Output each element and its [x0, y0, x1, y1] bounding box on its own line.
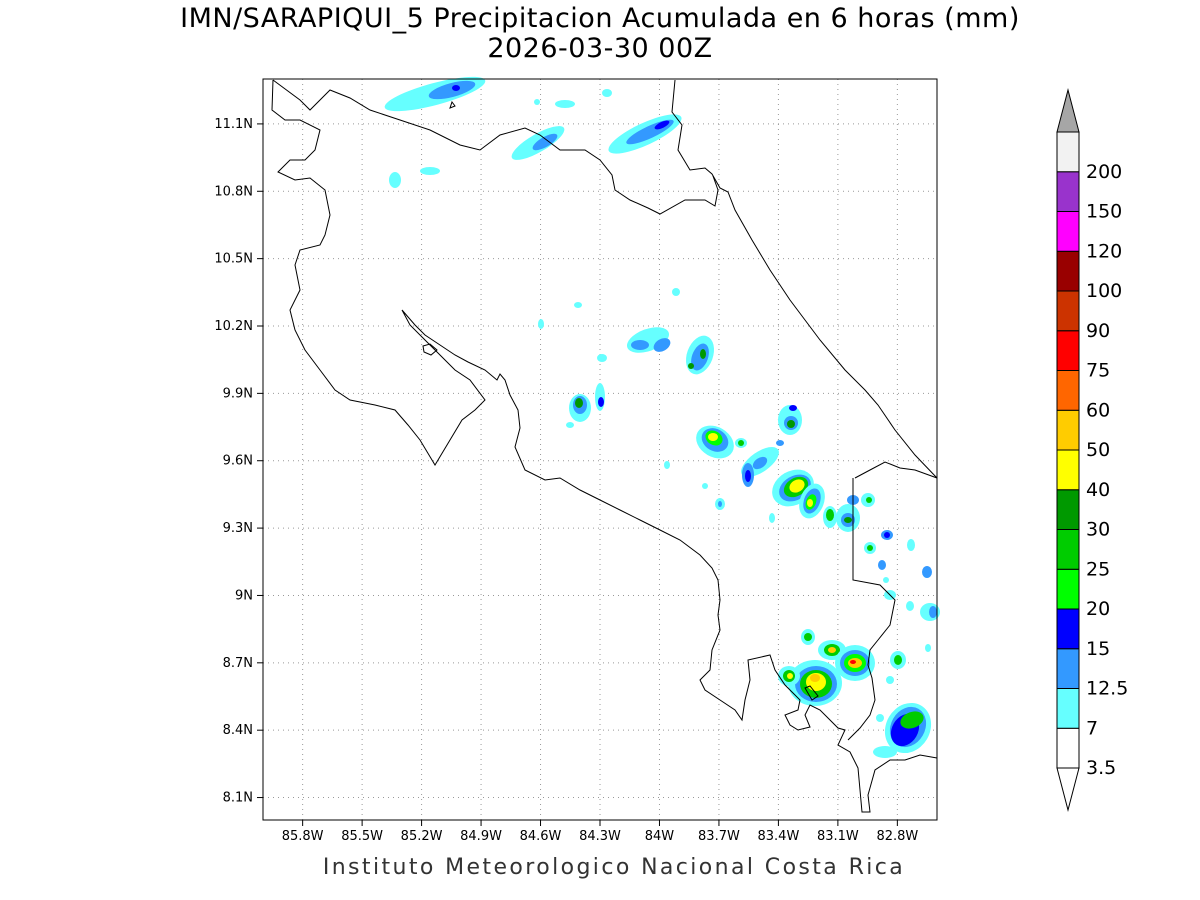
- island-small: [449, 100, 456, 109]
- precip-cell: [884, 590, 940, 621]
- colorbar-swatch: [1056, 131, 1080, 173]
- colorbar-label: 150: [1086, 201, 1122, 223]
- colorbar-swatch: [1056, 449, 1080, 491]
- lat-tick-label: 8.4N: [223, 723, 253, 738]
- lat-tick-label: 9.6N: [223, 454, 253, 469]
- colorbar-label: 3.5: [1086, 757, 1116, 779]
- precip-cell: [823, 493, 875, 532]
- lat-tick-label: 9N: [235, 588, 253, 603]
- lat-tick-label: 9.9N: [223, 386, 253, 401]
- colorbar-label: 100: [1086, 280, 1122, 302]
- precip-cell: [389, 89, 612, 188]
- lat-tick-label: 10.5N: [214, 252, 253, 267]
- lon-tick-label: 83.1W: [817, 829, 859, 844]
- lat-tick-label: 8.1N: [223, 791, 253, 806]
- map-grid: [263, 79, 937, 820]
- colorbar-label: 15: [1086, 638, 1110, 660]
- lon-tick-label: 84W: [645, 829, 675, 844]
- colorbar-label: 60: [1086, 399, 1110, 421]
- precip-cell: [890, 644, 931, 669]
- precip-cell: [873, 702, 932, 758]
- colorbar-swatch: [1056, 250, 1080, 292]
- colorbar-label: 30: [1086, 519, 1110, 541]
- coastline-panama-caribbean: [854, 461, 938, 479]
- precip-cell: [384, 76, 486, 112]
- colorbar-label: 120: [1086, 240, 1122, 262]
- colorbar-swatch: [1056, 727, 1080, 769]
- island-bay: [804, 685, 819, 701]
- precip-cell: [696, 425, 734, 459]
- colorbar-label: 7: [1086, 717, 1098, 739]
- precip-cell: [788, 660, 842, 706]
- colorbar-swatch: [1056, 330, 1080, 371]
- lat-tick-label: 10.8N: [214, 184, 253, 199]
- lon-tick-label: 84.6W: [520, 829, 562, 844]
- colorbar-top-arrow: [1056, 88, 1080, 133]
- lat-tick-label: 8.7N: [223, 656, 253, 671]
- precip-cell: [608, 114, 682, 154]
- colorbar-swatch: [1056, 171, 1080, 212]
- lon-tick-label: 84.3W: [579, 829, 621, 844]
- colorbar-swatch: [1056, 409, 1080, 451]
- colorbar-swatch: [1056, 648, 1080, 689]
- colorbar: 3.5 7 12.5 15 20 25 30 40 50 60 75 90 100 120 150 200: [1056, 88, 1128, 812]
- colorbar-bottom-arrow: [1056, 767, 1080, 812]
- lon-tick-label: 83.4W: [758, 829, 800, 844]
- lat-tick-label: 10.2N: [214, 319, 253, 334]
- precip-cell: [664, 438, 747, 510]
- colorbar-label: 20: [1086, 598, 1110, 620]
- precip-cell: [741, 440, 784, 487]
- precip-cell: [778, 405, 802, 435]
- colorbar-label: 12.5: [1086, 678, 1128, 700]
- island-lake: [422, 343, 438, 356]
- colorbar-swatch: [1056, 529, 1080, 570]
- colorbar-swatch: [1056, 370, 1080, 411]
- colorbar-swatch: [1056, 211, 1080, 252]
- precip-cell: [626, 327, 671, 353]
- map-axes: 85.8W 85.5W 85.2W 84.9W 84.6W 84.3W 84W 83.7W 83…: [214, 117, 918, 844]
- coastline-pacific-north: [271, 79, 938, 813]
- colorbar-label: 50: [1086, 439, 1110, 461]
- colorbar-label: 90: [1086, 320, 1110, 342]
- lon-tick-label: 85.2W: [401, 829, 443, 844]
- map-title: IMN/SARAPIQUI_5 Precipitacion Acumulada …: [180, 3, 1020, 34]
- lon-tick-label: 82.8W: [876, 829, 918, 844]
- lon-tick-label: 83.7W: [698, 829, 740, 844]
- colorbar-label: 25: [1086, 558, 1110, 580]
- colorbar-swatch: [1056, 568, 1080, 610]
- map-subtitle: 2026-03-30 00Z: [487, 33, 713, 64]
- coastline: [271, 79, 938, 813]
- lon-tick-label: 84.9W: [460, 829, 502, 844]
- lon-tick-label: 85.5W: [341, 829, 383, 844]
- precip-cell: [769, 513, 932, 583]
- colorbar-label: 75: [1086, 360, 1110, 382]
- colorbar-swatch: [1056, 688, 1080, 729]
- precip-cell: [538, 288, 680, 362]
- lat-tick-label: 11.1N: [214, 117, 253, 132]
- precip-cell: [685, 335, 715, 375]
- precip-cell: [799, 483, 825, 519]
- footer-credit: Instituto Meteorologico Nacional Costa R…: [322, 855, 906, 880]
- precip-cell: [511, 126, 565, 160]
- lat-tick-label: 9.3N: [223, 521, 253, 536]
- lon-tick-label: 85.8W: [282, 829, 324, 844]
- coastline-panama-border: [847, 478, 896, 741]
- colorbar-label: 40: [1086, 479, 1110, 501]
- colorbar-swatch: [1056, 608, 1080, 650]
- coastline-caribbean: [671, 79, 938, 479]
- colorbar-swatch: [1056, 290, 1080, 332]
- precip-cell: [778, 666, 894, 686]
- precip-cell: [835, 645, 875, 681]
- colorbar-swatch: [1056, 489, 1080, 530]
- coastline-nicaragua: [272, 79, 719, 215]
- precip-cell: [566, 383, 605, 428]
- precipitation-field: [384, 76, 940, 758]
- colorbar-label: 200: [1086, 161, 1122, 183]
